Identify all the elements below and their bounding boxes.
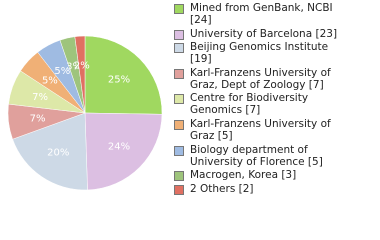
slice-label: 5%	[54, 66, 70, 77]
slice-label: 24%	[108, 141, 130, 152]
legend-label: Beijing Genomics Institute [19]	[190, 41, 329, 66]
pie-slice	[84, 112, 163, 191]
legend-swatch	[174, 94, 184, 105]
legend-item: Centre for Biodiversity Genomics [7]	[172, 92, 372, 116]
legend-item: Mined from GenBank, NCBI [24]	[172, 2, 372, 26]
legend-swatch	[174, 4, 184, 14]
legend-item: Karl-Franzens University of Graz, Dept o…	[172, 67, 372, 91]
legend-item: University of Barcelona [23]	[172, 28, 372, 40]
legend-label: Macrogen, Korea [3]	[190, 169, 297, 182]
legend-swatch	[174, 43, 184, 54]
legend-swatch	[174, 68, 184, 79]
legend-swatch	[174, 145, 184, 156]
slice-label: 7%	[30, 114, 46, 125]
legend-item: Karl-Franzens University of Graz [5]	[172, 118, 372, 142]
pie-slice	[12, 112, 88, 191]
legend-swatch	[174, 184, 184, 195]
legend-swatch	[174, 171, 184, 182]
slice-label: 3%	[66, 62, 82, 73]
legend-item: Macrogen, Korea [3]	[172, 169, 372, 182]
legend-label: Karl-Franzens University of Graz [5]	[190, 117, 331, 142]
slice-label: 2%	[74, 60, 90, 71]
legend-label: Centre for Biodiversity Genomics [7]	[190, 92, 309, 117]
legend-item: Beijing Genomics Institute [19]	[172, 41, 372, 65]
slice-label: 5%	[42, 76, 58, 87]
legend: Mined from GenBank, NCBI [24] University …	[172, 2, 372, 196]
legend-label: Mined from GenBank, NCBI [24]	[190, 2, 333, 26]
legend-label: University of Barcelona [23]	[190, 27, 338, 40]
slice-label: 7%	[32, 92, 48, 103]
pie-slice	[84, 35, 163, 115]
slice-label: 20%	[47, 148, 69, 159]
pie-chart: 25%24%20%7%7%5%5%3%2%	[7, 35, 163, 191]
legend-item: 2 Others [2]	[172, 183, 372, 195]
legend-item: Biology department of University of Flor…	[172, 144, 372, 168]
legend-label: 2 Others [2]	[190, 182, 254, 195]
slice-label: 25%	[108, 75, 130, 86]
legend-label: Karl-Franzens University of Graz, Dept o…	[190, 66, 331, 91]
legend-label: Biology department of University of Flor…	[190, 143, 323, 168]
pie-slice	[74, 35, 86, 114]
legend-swatch	[174, 119, 184, 130]
legend-swatch	[174, 29, 184, 40]
